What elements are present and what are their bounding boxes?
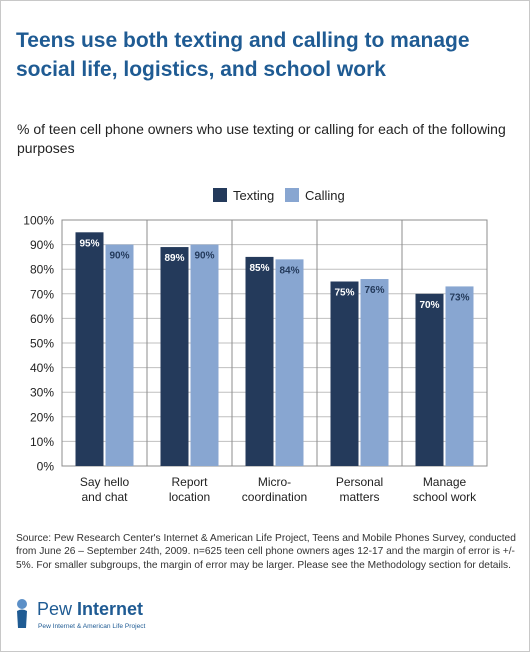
y-tick-label: 60% [30,312,54,326]
y-tick-label: 100% [23,214,54,228]
bar-texting [75,232,104,466]
y-tick-label: 40% [30,361,54,375]
x-category-label: coordination [242,490,307,504]
bar-calling [275,259,304,466]
chart-subtitle: % of teen cell phone owners who use text… [17,121,506,156]
data-label: 89% [164,253,184,264]
x-category-label: Manage [423,475,467,489]
bar-texting [245,256,274,466]
legend-swatch-calling [285,188,299,202]
pew-internet-logo: Pew Internet Pew Internet & American Lif… [14,597,234,637]
y-tick-label: 30% [30,386,54,400]
plot-area-border [61,219,488,467]
data-label: 76% [364,285,384,296]
x-category-label: location [169,490,210,504]
logo-wordmark: Pew Internet [37,599,143,620]
y-tick-label: 70% [30,287,54,301]
legend-label: Texting [233,188,274,203]
data-label: 90% [109,251,129,262]
x-category-label: and chat [81,490,128,504]
data-label: 70% [419,300,439,311]
logo-name-bold: Internet [77,599,144,619]
data-label: 95% [79,238,99,249]
data-label: 90% [194,251,214,262]
y-tick-label: 50% [30,337,54,351]
bar-calling [105,244,134,466]
data-label: 85% [249,263,269,274]
bar-texting [160,247,189,466]
data-label: 73% [449,292,469,303]
x-category-label: school work [413,490,477,504]
pew-logo-icon [17,599,27,628]
bar-texting [330,281,359,466]
bar-calling [360,279,389,466]
bar-texting [415,293,444,466]
y-tick-label: 20% [30,410,54,424]
x-category-label: Report [171,475,208,489]
y-tick-label: 90% [30,238,54,252]
y-tick-label: 0% [37,460,55,474]
y-tick-label: 10% [30,435,54,449]
legend-swatch-texting [213,188,227,202]
bar-calling [445,286,474,466]
x-category-label: Micro- [258,475,291,489]
y-tick-label: 80% [30,263,54,277]
chart-title: Teens use both texting and calling to ma… [16,29,470,81]
x-category-label: Say hello [80,475,130,489]
bar-calling [190,244,219,466]
logo-name-light: Pew [37,599,73,619]
logo-tagline: Pew Internet & American Life Project [38,623,146,630]
data-label: 75% [334,288,354,299]
x-category-label: Personal [336,475,383,489]
source-note: Source: Pew Research Center's Internet &… [16,533,516,571]
legend-label: Calling [305,188,345,203]
x-category-label: matters [339,490,379,504]
bar-chart: 0% 10% 20% 30% 40% 50% 60% 70% 80% 90% 100% 95% 90% S… [23,188,488,504]
data-label: 84% [279,265,299,276]
